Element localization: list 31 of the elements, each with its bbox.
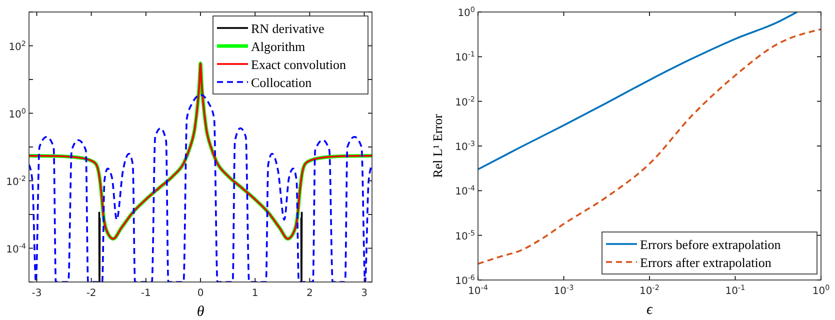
y-tick-label: 10$^{-4}$: [455, 183, 476, 198]
y-axis-title: Rel L¹ Error: [430, 113, 445, 178]
legend-label: Collocation: [251, 75, 312, 90]
x-tick-label: 10$^{-3}$: [554, 282, 574, 297]
y-tick-label: 10$^{0}$: [458, 4, 476, 19]
y-tick-label: 10$^{-5}$: [455, 228, 475, 242]
legend-label: Exact convolution: [251, 57, 346, 72]
y-tick-label: 10$^{-3}$: [455, 138, 475, 153]
x-axis-title: ϵ: [646, 302, 654, 318]
legend-label: Algorithm: [251, 39, 306, 54]
y-tick-label: 10$^{2}$: [8, 38, 26, 53]
y-tick-label: 10$^{-2}$: [6, 173, 26, 188]
x-tick-label: 3: [361, 288, 368, 299]
x-tick-label: 0: [197, 288, 204, 299]
y-tick-label: 10$^{-4}$: [6, 240, 26, 256]
x-tick-label: -2: [86, 288, 96, 299]
y-tick-label: 10$^{-2}$: [455, 94, 475, 108]
x-tick-label: 1: [252, 288, 258, 299]
x-axis-title: θ: [196, 304, 205, 320]
legend-label: RN derivative: [251, 21, 325, 36]
x-tick-label: 10$^{-2}$: [640, 282, 660, 297]
x-tick-label: -1: [140, 288, 151, 299]
legend-label: Errors after extrapolation: [640, 255, 772, 270]
y-tick-label: 10$^{0}$: [8, 106, 26, 120]
x-tick-label: 10$^{-1}$: [725, 282, 746, 297]
x-tick-label: 10$^{0}$: [812, 282, 830, 297]
line-series: [29, 94, 372, 282]
x-tick-label: 2: [306, 288, 313, 299]
y-tick-label: 10$^{-1}$: [455, 49, 475, 64]
legend-label: Errors before extrapolation: [640, 237, 782, 252]
x-tick-label: -3: [32, 288, 42, 299]
